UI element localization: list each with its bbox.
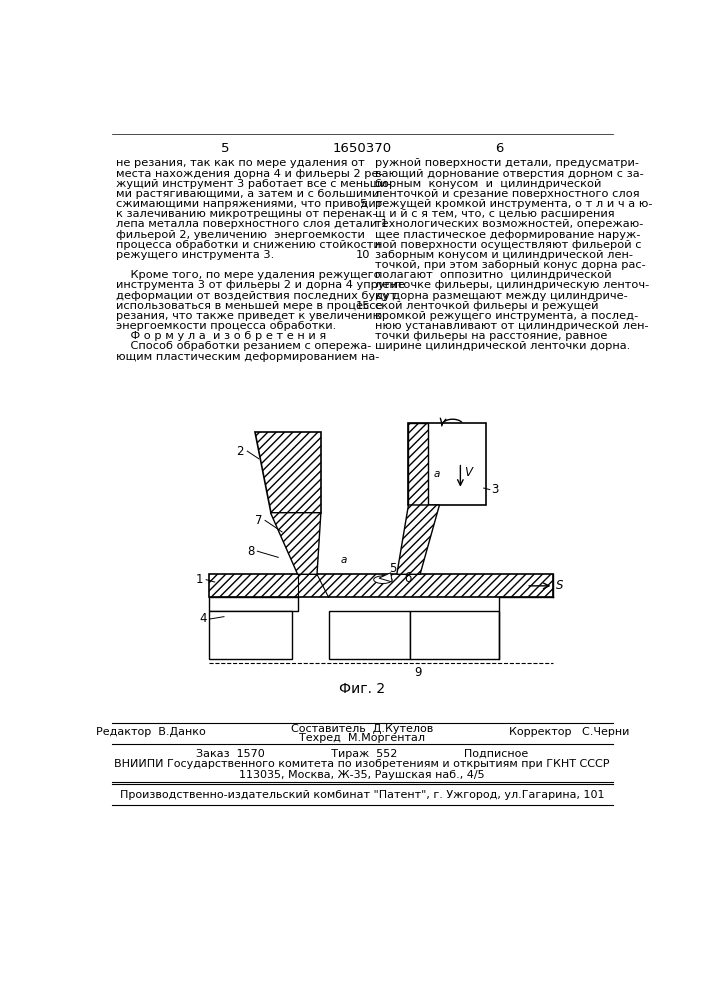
Text: к залечиванию микротрещины от перенак-: к залечиванию микротрещины от перенак- [115, 209, 376, 219]
Text: 8: 8 [247, 545, 255, 558]
Text: технологических возможностей, опережаю-: технологических возможностей, опережаю- [375, 219, 643, 229]
Polygon shape [209, 574, 554, 597]
Text: 15: 15 [356, 301, 370, 311]
Text: ющим пластическим деформированием на-: ющим пластическим деформированием на- [115, 352, 379, 362]
Text: точки фильеры на расстояние, равное: точки фильеры на расстояние, равное [375, 331, 607, 341]
Text: процесса обработки и снижению стойкости: процесса обработки и снижению стойкости [115, 240, 380, 250]
Text: точкой, при этом заборный конус дорна рас-: точкой, при этом заборный конус дорна ра… [375, 260, 646, 270]
Text: полагают  оппозитно  цилиндрической: полагают оппозитно цилиндрической [375, 270, 612, 280]
Text: Кроме того, по мере удаления режущего: Кроме того, по мере удаления режущего [115, 270, 380, 280]
Text: инструмента 3 от фильеры 2 и дорна 4 упругие: инструмента 3 от фильеры 2 и дорна 4 упр… [115, 280, 404, 290]
Text: ВНИИПИ Государственного комитета по изобретениям и открытиям при ГКНТ СССР: ВНИИПИ Государственного комитета по изоб… [115, 759, 609, 769]
Text: ленточке фильеры, цилиндрическую ленточ-: ленточке фильеры, цилиндрическую ленточ- [375, 280, 649, 290]
Text: Производственно-издательский комбинат "Патент", г. Ужгород, ул.Гагарина, 101: Производственно-издательский комбинат "П… [119, 790, 604, 800]
Polygon shape [209, 597, 298, 611]
Text: 5: 5 [389, 562, 397, 575]
Text: места нахождения дорна 4 и фильеры 2 ре-: места нахождения дорна 4 и фильеры 2 ре- [115, 169, 382, 179]
Text: заборным конусом и цилиндрической лен-: заборным конусом и цилиндрической лен- [375, 250, 633, 260]
Polygon shape [329, 611, 410, 659]
Text: деформации от воздействия последних будут: деформации от воздействия последних буду… [115, 291, 396, 301]
Text: 1650370: 1650370 [332, 142, 392, 155]
Text: лепа металла поверхностного слоя детали 1: лепа металла поверхностного слоя детали … [115, 219, 387, 229]
Text: Техред  М.Моргентал: Техред М.Моргентал [299, 733, 425, 743]
Text: 1: 1 [196, 573, 203, 586]
Text: б: б [404, 572, 411, 585]
Text: щее пластическое деформирование наруж-: щее пластическое деформирование наруж- [375, 230, 641, 240]
Text: Фиг. 2: Фиг. 2 [339, 682, 385, 696]
Text: ской ленточкой фильеры и режущей: ской ленточкой фильеры и режущей [375, 301, 599, 311]
Text: режущей кромкой инструмента, о т л и ч а ю-: режущей кромкой инструмента, о т л и ч а… [375, 199, 653, 209]
Polygon shape [409, 423, 486, 505]
Text: резания, что также приведет к увеличению: резания, что также приведет к увеличению [115, 311, 382, 321]
Text: Составитель  Д.Кутелов: Составитель Д.Кутелов [291, 724, 433, 734]
Polygon shape [410, 611, 499, 659]
Text: 5: 5 [359, 199, 366, 209]
Text: фильерой 2, увеличению  энергоемкости: фильерой 2, увеличению энергоемкости [115, 230, 364, 240]
Text: а: а [434, 469, 440, 479]
Polygon shape [379, 573, 392, 582]
Text: 7: 7 [255, 514, 263, 527]
Text: 5: 5 [221, 142, 230, 155]
Polygon shape [209, 611, 292, 659]
Text: 6: 6 [495, 142, 503, 155]
Polygon shape [397, 505, 440, 574]
Text: ной поверхности осуществляют фильерой с: ной поверхности осуществляют фильерой с [375, 240, 642, 250]
Text: V: V [464, 466, 472, 479]
Text: не резания, так как по мере удаления от: не резания, так как по мере удаления от [115, 158, 364, 168]
Text: 10: 10 [356, 250, 370, 260]
Text: 3: 3 [491, 483, 498, 496]
Text: использоваться в меньшей мере в процессе: использоваться в меньшей мере в процессе [115, 301, 382, 311]
Text: ми растягивающими, а затем и с большими: ми растягивающими, а затем и с большими [115, 189, 379, 199]
Text: энергоемкости процесса обработки.: энергоемкости процесса обработки. [115, 321, 336, 331]
Polygon shape [409, 423, 428, 505]
Text: ку дорна размещают между цилиндриче-: ку дорна размещают между цилиндриче- [375, 291, 628, 301]
Text: 113035, Москва, Ж-35, Раушская наб., 4/5: 113035, Москва, Ж-35, Раушская наб., 4/5 [239, 770, 485, 780]
Polygon shape [255, 432, 321, 513]
Text: а: а [341, 555, 347, 565]
Text: S: S [556, 579, 563, 592]
Text: кромкой режущего инструмента, а послед-: кромкой режущего инструмента, а послед- [375, 311, 638, 321]
Text: сжимающими напряжениями, что приводит: сжимающими напряжениями, что приводит [115, 199, 382, 209]
Text: 4: 4 [199, 612, 207, 625]
Polygon shape [271, 513, 321, 574]
Polygon shape [374, 576, 392, 584]
Text: ленточкой и срезание поверхностного слоя: ленточкой и срезание поверхностного слоя [375, 189, 640, 199]
Text: вающий дорнование отверстия дорном с за-: вающий дорнование отверстия дорном с за- [375, 169, 644, 179]
Text: Ф о р м у л а  и з о б р е т е н и я: Ф о р м у л а и з о б р е т е н и я [115, 331, 326, 341]
Text: Способ обработки резанием с опережа-: Способ обработки резанием с опережа- [115, 341, 371, 351]
Text: борным  конусом  и  цилиндрической: борным конусом и цилиндрической [375, 179, 602, 189]
Text: жущий инструмент 3 работает все с меньши-: жущий инструмент 3 работает все с меньши… [115, 179, 391, 189]
Text: нюю устанавливают от цилиндрической лен-: нюю устанавливают от цилиндрической лен- [375, 321, 649, 331]
Text: Заказ  1570                   Тираж  552                   Подписное: Заказ 1570 Тираж 552 Подписное [196, 749, 528, 759]
Text: Корректор   С.Черни: Корректор С.Черни [509, 727, 629, 737]
Text: ширине цилиндрической ленточки дорна.: ширине цилиндрической ленточки дорна. [375, 341, 631, 351]
Text: ружной поверхности детали, предусматри-: ружной поверхности детали, предусматри- [375, 158, 639, 168]
Text: щ и й с я тем, что, с целью расширения: щ и й с я тем, что, с целью расширения [375, 209, 615, 219]
Text: 2: 2 [236, 445, 243, 458]
Text: 9: 9 [414, 666, 421, 679]
Text: режущего инструмента 3.: режущего инструмента 3. [115, 250, 274, 260]
Text: Редактор  В.Данко: Редактор В.Данко [95, 727, 205, 737]
